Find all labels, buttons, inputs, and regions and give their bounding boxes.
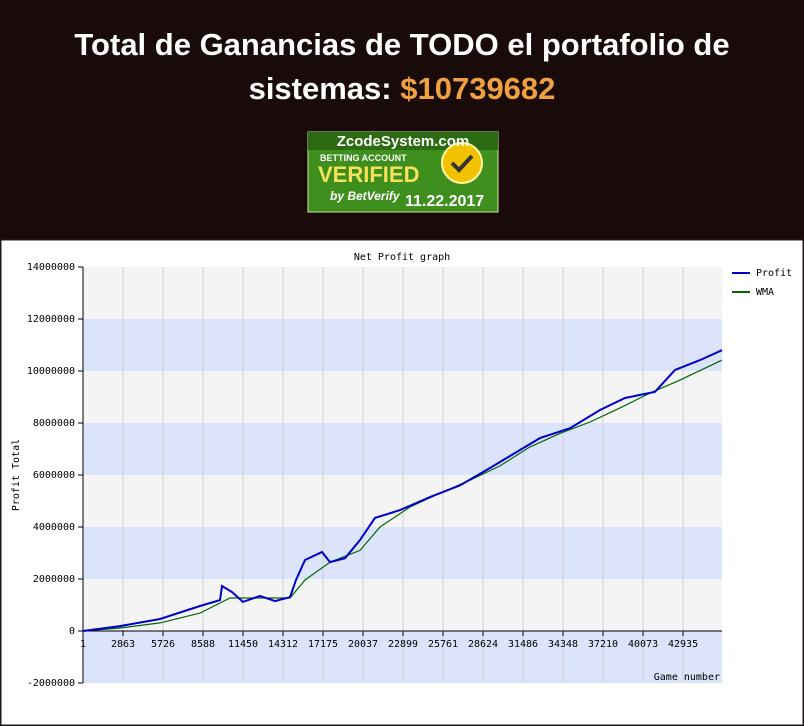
y-tick-label: 2000000 xyxy=(33,574,75,585)
y-tick-label: 4000000 xyxy=(33,522,75,533)
x-axis-label: Game number xyxy=(654,672,720,683)
band xyxy=(83,371,722,423)
x-tick-label: 20037 xyxy=(348,639,378,650)
x-tick-label: 22899 xyxy=(388,639,418,650)
legend-label: Profit xyxy=(756,268,792,279)
badge-verified: VERIFIED xyxy=(318,162,419,187)
y-tick-label: 14000000 xyxy=(27,262,75,273)
band xyxy=(83,475,722,527)
badge-check xyxy=(450,154,474,173)
x-tick-label: 40073 xyxy=(628,639,658,650)
x-tick-label: 2863 xyxy=(111,639,135,650)
chart-title: Net Profit graph xyxy=(354,252,450,263)
header-line-1: Total de Ganancias de TODO el portafolio… xyxy=(74,27,729,62)
y-tick-label: 12000000 xyxy=(27,314,75,325)
plot-background xyxy=(82,267,722,683)
header-line-2-text: sistemas: xyxy=(249,71,392,106)
line-series xyxy=(82,349,723,632)
badge-date: 11.22.2017 xyxy=(405,193,484,210)
header-line-2: sistemas: $10739682 xyxy=(249,71,556,106)
band xyxy=(83,527,722,579)
x-tick-label: 37210 xyxy=(588,639,618,650)
badge-by: by BetVerify xyxy=(330,189,401,203)
y-tick-label: 10000000 xyxy=(27,366,75,377)
y-tick-label: 6000000 xyxy=(33,470,75,481)
line-series xyxy=(82,359,723,632)
band xyxy=(83,631,722,683)
x-tick-label: 25761 xyxy=(428,639,458,650)
x-tick-label: 34348 xyxy=(548,639,578,650)
badge-site: ZcodeSystem.com xyxy=(337,133,470,150)
chart: Net Profit graph Profit Total Game numbe… xyxy=(11,252,792,689)
x-tick-label: 14312 xyxy=(268,639,298,650)
badge-sub: BETTING ACCOUNT xyxy=(320,153,407,163)
legend-label: WMA xyxy=(756,287,774,298)
x-tick-label: 42935 xyxy=(668,639,698,650)
band xyxy=(83,319,722,371)
x-tick-label: 17175 xyxy=(308,639,338,650)
y-axis-label: Profit Total xyxy=(11,439,22,511)
y-tick-label: 8000000 xyxy=(33,418,75,429)
verified-badge: ZcodeSystem.com BETTING ACCOUNT VERIFIED… xyxy=(307,131,499,213)
x-tick-label: 28624 xyxy=(468,639,498,650)
y-tick-label: 0 xyxy=(69,626,75,637)
x-tick-label: 31486 xyxy=(508,639,538,650)
y-tick-label: -2000000 xyxy=(27,678,75,689)
band xyxy=(83,423,722,475)
total-amount: $10739682 xyxy=(400,71,555,106)
band xyxy=(83,579,722,631)
badge-check-circle xyxy=(441,142,483,184)
x-tick-label: 5726 xyxy=(151,639,175,650)
x-tick-label: 11450 xyxy=(228,639,258,650)
band xyxy=(83,267,722,319)
x-tick-label: 8588 xyxy=(191,639,215,650)
